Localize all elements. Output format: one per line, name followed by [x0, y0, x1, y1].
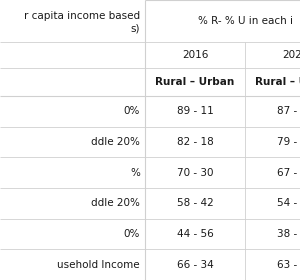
Text: 63 - 37: 63 - 37: [277, 260, 300, 270]
Text: 58 - 42: 58 - 42: [177, 198, 213, 208]
Text: 2016: 2016: [182, 50, 208, 60]
Text: ddle 20%: ddle 20%: [91, 198, 140, 208]
Text: 0%: 0%: [124, 106, 140, 116]
Text: 87 - 13: 87 - 13: [277, 106, 300, 116]
Text: Rural – Urban: Rural – Urban: [155, 77, 235, 87]
Text: Rural – Urban: Rural – Urban: [255, 77, 300, 87]
Text: 82 - 18: 82 - 18: [177, 137, 213, 147]
Text: usehold Income: usehold Income: [57, 260, 140, 270]
Text: 66 - 34: 66 - 34: [177, 260, 213, 270]
Text: 89 - 11: 89 - 11: [177, 106, 213, 116]
Text: r capita income based: r capita income based: [24, 11, 140, 21]
Text: % R- % U in each i: % R- % U in each i: [197, 16, 292, 26]
Text: 0%: 0%: [124, 229, 140, 239]
Text: ddle 20%: ddle 20%: [91, 137, 140, 147]
Text: s): s): [130, 24, 140, 34]
Text: 54 - 46: 54 - 46: [277, 198, 300, 208]
Text: 38 - 62: 38 - 62: [277, 229, 300, 239]
Text: 67 - 33: 67 - 33: [277, 168, 300, 178]
Text: %: %: [130, 168, 140, 178]
Text: 44 - 56: 44 - 56: [177, 229, 213, 239]
Text: 2021: 2021: [282, 50, 300, 60]
Text: 79 - 21: 79 - 21: [277, 137, 300, 147]
Text: 70 - 30: 70 - 30: [177, 168, 213, 178]
